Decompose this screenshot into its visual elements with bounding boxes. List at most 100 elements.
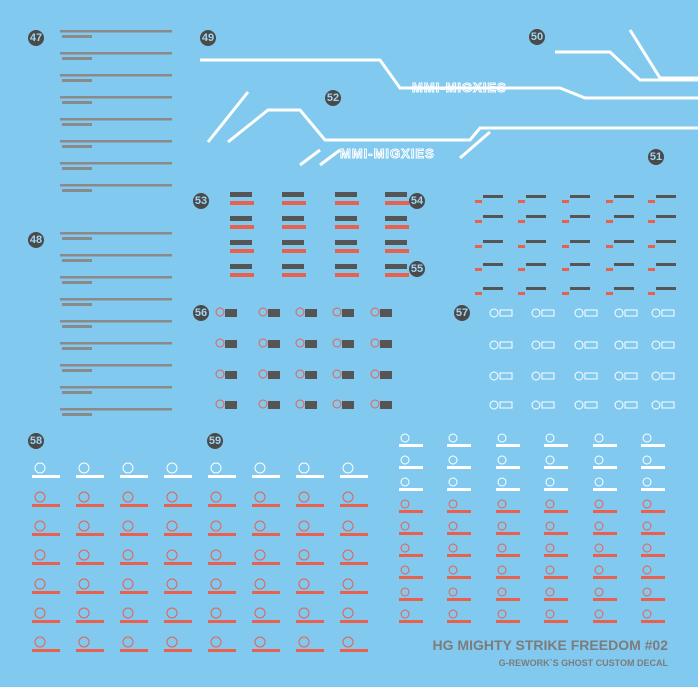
red-ring [332, 399, 342, 409]
bar [164, 533, 192, 536]
white-ring [489, 308, 499, 318]
bar [399, 598, 423, 601]
ring [545, 565, 555, 575]
ring [400, 477, 410, 487]
bar [164, 504, 192, 507]
bar [544, 554, 568, 557]
ring [298, 520, 310, 532]
ring [210, 462, 222, 474]
bar [208, 475, 236, 478]
gray-stripe [60, 386, 172, 389]
bar [447, 620, 471, 623]
ring [642, 521, 652, 531]
ring [642, 565, 652, 575]
red-bar [648, 245, 655, 248]
red-bar [475, 200, 482, 203]
red-ring [295, 399, 305, 409]
ring [594, 521, 604, 531]
bar [296, 591, 324, 594]
white-tag [499, 372, 513, 380]
bar [32, 475, 60, 478]
ring [254, 491, 266, 503]
label-number: 57 [456, 307, 468, 319]
red-bar [562, 292, 569, 295]
ring [254, 636, 266, 648]
ring [298, 607, 310, 619]
white-tag [584, 341, 598, 349]
ring [122, 462, 134, 474]
bar [496, 444, 520, 447]
ring [594, 543, 604, 553]
white-tag [661, 341, 675, 349]
red-bar [282, 273, 306, 277]
ring [497, 521, 507, 531]
bar [120, 591, 148, 594]
red-bar [562, 268, 569, 271]
red-bar [606, 220, 613, 223]
label-number: 52 [327, 92, 339, 104]
red-ring [332, 307, 342, 317]
dark-tag [335, 192, 357, 197]
bar [447, 554, 471, 557]
red-ring [370, 369, 380, 379]
dark-tag [570, 240, 590, 243]
gray-stripe [60, 52, 172, 55]
red-ring [295, 307, 305, 317]
gray-stripe [60, 184, 172, 187]
gray-stripe [60, 298, 172, 301]
bar [641, 510, 665, 513]
label-disc [207, 433, 223, 449]
ring [545, 543, 555, 553]
dark-tag [614, 287, 634, 290]
red-bar [475, 245, 482, 248]
dark-tag [342, 340, 354, 348]
bar [593, 488, 617, 491]
red-bar [562, 245, 569, 248]
ring [545, 455, 555, 465]
bar [340, 533, 368, 536]
dark-tag [526, 263, 546, 266]
gray-tag [62, 259, 92, 262]
dark-tag [342, 309, 354, 317]
ring [497, 433, 507, 443]
red-bar [606, 292, 613, 295]
ring [210, 636, 222, 648]
bar [544, 598, 568, 601]
ring [448, 455, 458, 465]
label-number: 59 [209, 435, 221, 447]
bar [340, 504, 368, 507]
gray-tag [62, 369, 92, 372]
bar [32, 620, 60, 623]
bar [296, 562, 324, 565]
dark-tag [268, 371, 280, 379]
dark-tag [614, 215, 634, 218]
ring [298, 462, 310, 474]
stripe [319, 148, 341, 167]
red-ring [215, 307, 225, 317]
bar [641, 466, 665, 469]
dark-tag [385, 240, 407, 245]
ring [642, 499, 652, 509]
bar [252, 649, 280, 652]
bar [296, 533, 324, 536]
bar [447, 466, 471, 469]
dark-tag [380, 371, 392, 379]
label-number: 54 [411, 195, 424, 207]
bar [296, 504, 324, 507]
stripe [459, 130, 491, 160]
bar [544, 444, 568, 447]
bar [544, 466, 568, 469]
ring [594, 565, 604, 575]
red-bar [335, 201, 359, 205]
bar [544, 532, 568, 535]
dark-tag [656, 195, 676, 198]
dark-tag [526, 287, 546, 290]
gray-tag [62, 57, 92, 60]
ring [254, 520, 266, 532]
red-bar [282, 201, 306, 205]
label-number: 56 [195, 307, 207, 319]
bar [120, 649, 148, 652]
bar [252, 591, 280, 594]
gray-tag [62, 123, 92, 126]
dark-tag [230, 216, 252, 221]
